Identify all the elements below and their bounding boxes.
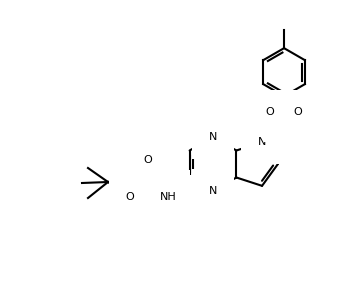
- Text: N: N: [209, 132, 217, 142]
- Text: NH: NH: [157, 186, 174, 196]
- Text: N: N: [258, 137, 266, 147]
- Text: O: O: [144, 155, 153, 165]
- Text: O: O: [266, 107, 274, 117]
- Text: O: O: [126, 192, 134, 202]
- Text: O: O: [294, 107, 302, 117]
- Text: S: S: [281, 115, 288, 125]
- Text: N: N: [209, 186, 217, 196]
- Text: NH: NH: [160, 192, 177, 202]
